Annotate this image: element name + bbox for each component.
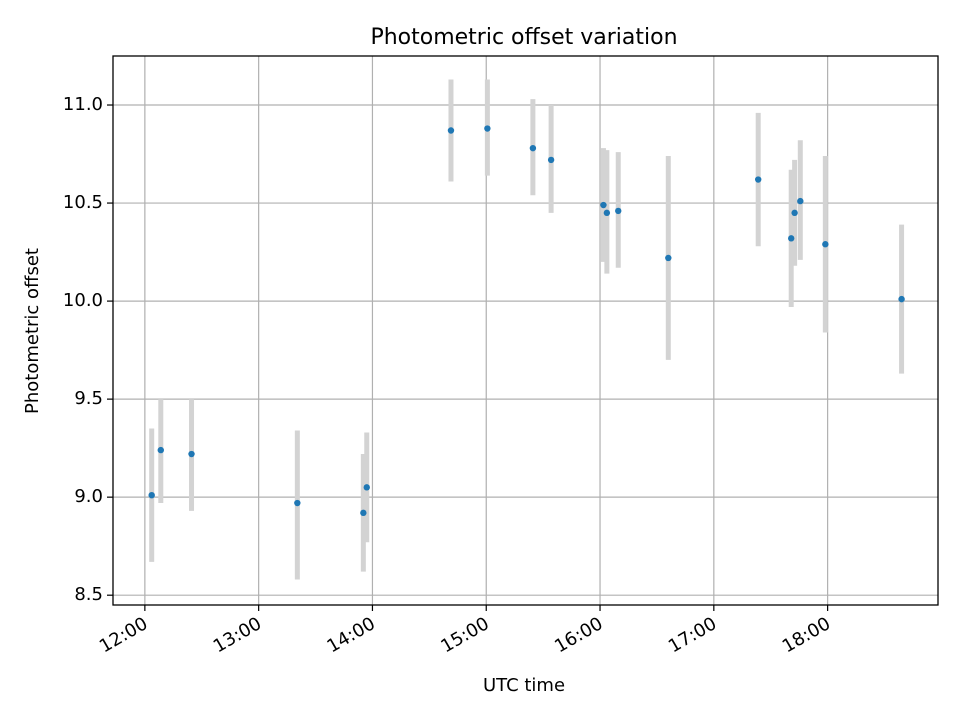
data-point xyxy=(447,127,455,134)
y-axis-label: Photometric offset xyxy=(22,248,43,414)
y-tick-label: 10.0 xyxy=(63,290,103,311)
data-point xyxy=(665,254,672,262)
data-point xyxy=(547,156,555,164)
chart-title: Photometric offset variation xyxy=(370,25,677,50)
x-axis-ticks: 12:00 13:00 14:00 15:00 16:00 17:00 18:00 xyxy=(96,605,834,657)
data-point xyxy=(822,241,829,248)
x-tick-label: 17:00 xyxy=(665,613,720,657)
y-tick-label: 9.0 xyxy=(74,486,103,507)
data-point xyxy=(788,235,795,242)
data-point xyxy=(148,492,155,499)
y-tick-label: 9.5 xyxy=(74,388,103,409)
x-tick-label: 14:00 xyxy=(324,613,379,657)
x-tick-label: 15:00 xyxy=(437,613,492,657)
data-point xyxy=(600,201,607,209)
data-point xyxy=(529,144,537,152)
x-tick-label: 13:00 xyxy=(210,613,265,657)
data-point xyxy=(188,450,195,458)
data-point xyxy=(791,209,798,217)
data-point xyxy=(360,509,367,517)
x-tick-label: 16:00 xyxy=(551,613,606,657)
plot-frame xyxy=(112,55,939,606)
data-point xyxy=(363,484,370,491)
y-axis-ticks: 8.5 9.0 9.5 10.0 10.5 11.0 xyxy=(63,94,113,605)
data-point xyxy=(615,207,622,215)
x-tick-label: 12:00 xyxy=(96,613,151,657)
data-point xyxy=(603,209,611,217)
data-point xyxy=(484,125,491,132)
x-axis-label: UTC time xyxy=(483,675,565,696)
data-point xyxy=(157,446,164,454)
y-tick-label: 10.5 xyxy=(63,192,103,213)
x-tick-label: 18:00 xyxy=(779,613,834,657)
y-tick-label: 11.0 xyxy=(63,94,103,115)
data-point xyxy=(294,499,301,507)
data-points xyxy=(148,125,905,517)
data-point xyxy=(898,295,905,303)
error-bars xyxy=(149,79,905,580)
data-point xyxy=(755,176,762,183)
data-point xyxy=(797,197,804,205)
grid xyxy=(113,56,938,605)
y-tick-label: 8.5 xyxy=(74,584,103,605)
